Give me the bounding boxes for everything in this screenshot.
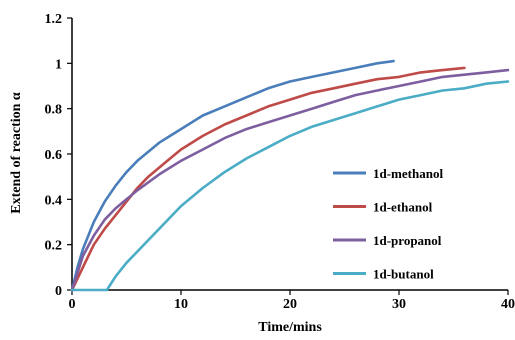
x-tick-label: 40 — [501, 297, 515, 312]
y-tick-label: 0.4 — [45, 193, 63, 208]
series-line-1d-butanol — [72, 82, 508, 291]
y-axis: 0 0.2 0.4 0.6 0.8 1 1.2 — [45, 12, 73, 299]
series-line-1d-methanol — [72, 61, 394, 290]
y-tick-label: 0.8 — [45, 103, 63, 118]
legend: 1d-methanol 1d-ethanol 1d-propanol 1d-butan… — [333, 166, 443, 282]
legend-label: 1d-methanol — [373, 166, 443, 181]
x-tick-label: 10 — [174, 297, 188, 312]
legend-label: 1d-ethanol — [373, 200, 433, 215]
y-tick-label: 0 — [55, 284, 62, 299]
legend-label: 1d-propanol — [373, 233, 442, 248]
x-tick-label: 30 — [392, 297, 406, 312]
y-axis-title: Extend of reaction α — [9, 92, 24, 214]
x-tick-label: 20 — [283, 297, 297, 312]
x-axis-title: Time/mins — [258, 320, 322, 335]
y-tick-label: 1.2 — [45, 12, 63, 27]
x-tick-label: 0 — [69, 297, 76, 312]
x-axis: 0 10 20 30 40 — [69, 290, 515, 312]
y-tick-label: 0.6 — [45, 148, 63, 163]
legend-label: 1d-butanol — [373, 267, 434, 282]
y-tick-label: 1 — [55, 57, 62, 72]
y-tick-label: 0.2 — [45, 239, 63, 254]
